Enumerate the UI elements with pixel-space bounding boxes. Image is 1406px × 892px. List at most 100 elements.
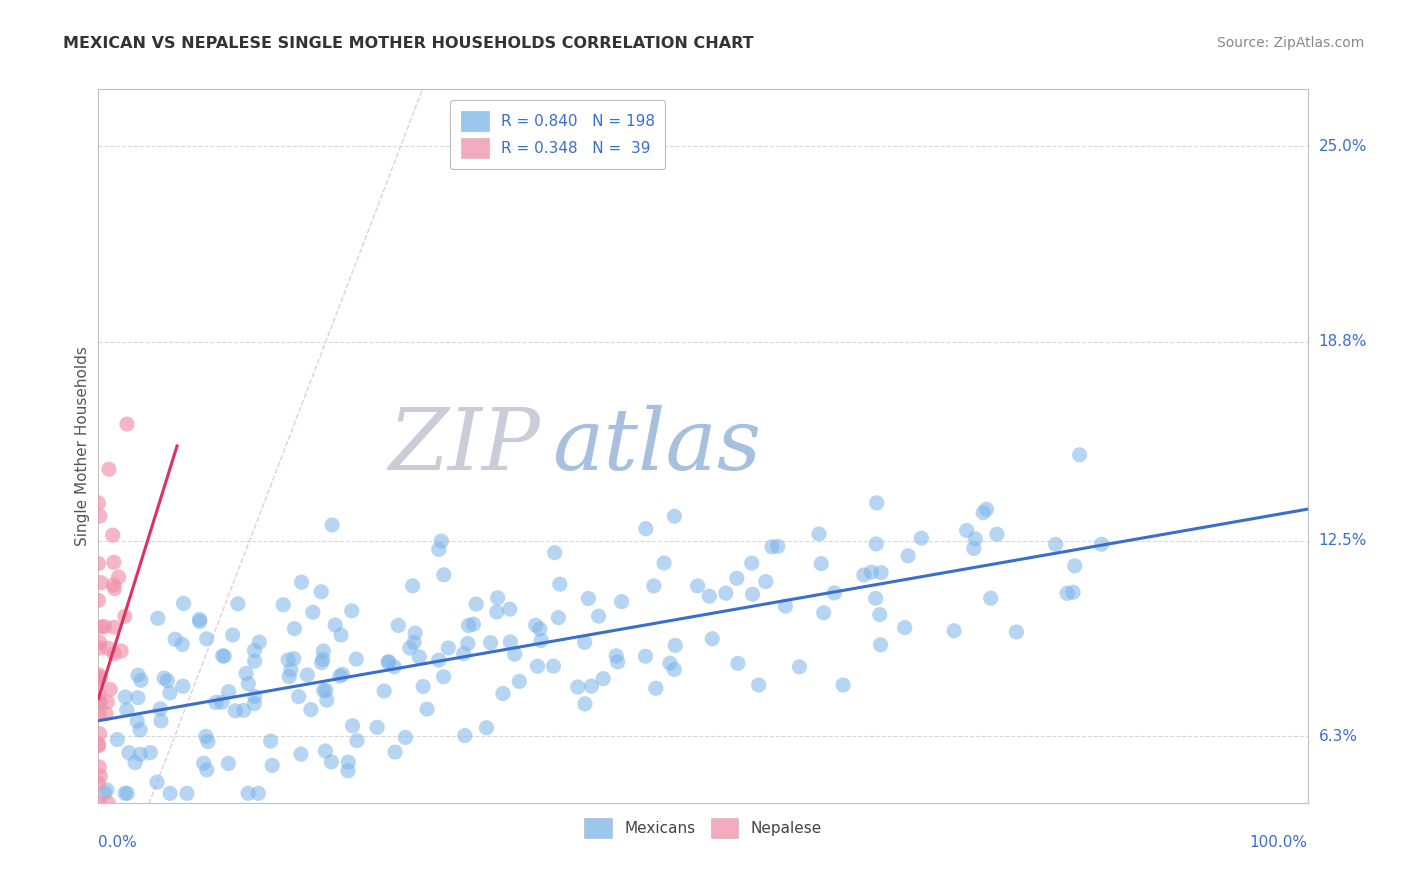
Point xyxy=(312,652,335,666)
Point xyxy=(224,704,246,718)
Point xyxy=(714,586,737,600)
Point xyxy=(965,532,987,546)
Point xyxy=(503,647,526,661)
Point xyxy=(377,655,399,669)
Point xyxy=(412,680,434,694)
Point xyxy=(813,606,835,620)
Point xyxy=(329,669,352,683)
Point xyxy=(741,556,763,570)
Point xyxy=(416,702,439,716)
Point xyxy=(243,654,266,668)
Point xyxy=(543,659,565,673)
Point xyxy=(869,607,891,622)
Point xyxy=(433,670,456,684)
Text: 12.5%: 12.5% xyxy=(1319,533,1367,549)
Point xyxy=(98,682,121,697)
Point xyxy=(197,734,219,748)
Point xyxy=(89,695,111,709)
Point xyxy=(205,695,228,709)
Point xyxy=(110,644,132,658)
Point xyxy=(314,744,336,758)
Point xyxy=(574,635,596,649)
Point xyxy=(643,579,665,593)
Point xyxy=(118,746,141,760)
Point xyxy=(104,582,127,596)
Point xyxy=(574,697,596,711)
Point xyxy=(823,586,845,600)
Point xyxy=(176,786,198,800)
Point xyxy=(103,620,125,634)
Point xyxy=(404,635,426,649)
Point xyxy=(97,641,120,656)
Point xyxy=(194,729,217,743)
Point xyxy=(686,579,709,593)
Point xyxy=(277,653,299,667)
Point xyxy=(94,706,117,721)
Point xyxy=(315,693,337,707)
Point xyxy=(87,496,110,510)
Point xyxy=(897,549,920,563)
Point xyxy=(664,639,686,653)
Point xyxy=(526,659,548,673)
Point xyxy=(129,723,152,737)
Point xyxy=(149,702,172,716)
Point xyxy=(165,632,187,647)
Point xyxy=(592,672,614,686)
Point xyxy=(87,737,110,751)
Text: 18.8%: 18.8% xyxy=(1319,334,1367,350)
Point xyxy=(243,643,266,657)
Point xyxy=(243,697,266,711)
Point xyxy=(337,755,360,769)
Point xyxy=(658,656,681,670)
Point xyxy=(103,555,125,569)
Point xyxy=(652,556,675,570)
Point xyxy=(508,674,530,689)
Point xyxy=(107,570,129,584)
Point xyxy=(499,635,522,649)
Point xyxy=(114,609,136,624)
Point xyxy=(247,786,270,800)
Point xyxy=(290,747,312,761)
Point xyxy=(832,678,855,692)
Point xyxy=(1005,624,1028,639)
Point xyxy=(280,663,302,677)
Point xyxy=(236,786,259,800)
Point xyxy=(866,496,889,510)
Point xyxy=(87,694,110,708)
Point xyxy=(287,690,309,704)
Point xyxy=(465,597,488,611)
Point xyxy=(544,546,567,560)
Point xyxy=(139,746,162,760)
Point xyxy=(115,703,138,717)
Point xyxy=(321,518,343,533)
Point xyxy=(963,541,986,556)
Point xyxy=(576,591,599,606)
Point xyxy=(606,655,628,669)
Point xyxy=(232,703,254,717)
Point xyxy=(299,703,322,717)
Text: atlas: atlas xyxy=(551,405,761,487)
Point xyxy=(761,540,783,554)
Point xyxy=(377,655,399,669)
Point xyxy=(860,565,883,579)
Point xyxy=(346,733,368,747)
Point xyxy=(127,668,149,682)
Point xyxy=(101,528,124,542)
Point xyxy=(852,568,875,582)
Point xyxy=(702,632,724,646)
Point xyxy=(90,670,112,684)
Point xyxy=(894,621,917,635)
Point xyxy=(90,575,112,590)
Point xyxy=(910,531,932,545)
Point xyxy=(96,695,118,709)
Point xyxy=(93,619,115,633)
Text: MEXICAN VS NEPALESE SINGLE MOTHER HOUSEHOLDS CORRELATION CHART: MEXICAN VS NEPALESE SINGLE MOTHER HOUSEH… xyxy=(63,36,754,51)
Point xyxy=(581,679,603,693)
Point xyxy=(117,786,139,800)
Point xyxy=(755,574,778,589)
Point xyxy=(238,676,260,690)
Point xyxy=(865,537,887,551)
Point xyxy=(748,678,770,692)
Point xyxy=(221,628,243,642)
Point xyxy=(260,734,283,748)
